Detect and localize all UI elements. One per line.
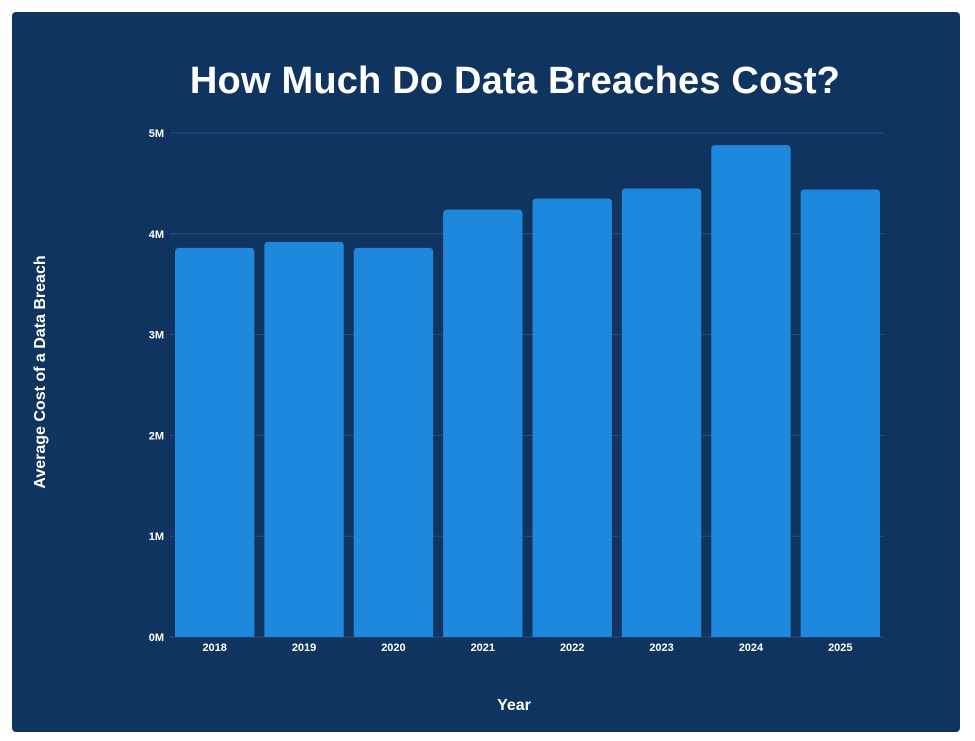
bar-2020 <box>353 247 434 638</box>
x-tick-label: 2019 <box>292 642 316 654</box>
bars <box>175 145 880 638</box>
x-tick-label: 2023 <box>649 642 673 654</box>
x-tick-label: 2020 <box>381 642 405 654</box>
bar-2022 <box>532 198 612 637</box>
bar-2025 <box>800 189 880 637</box>
y-tick-label: 0M <box>149 632 164 644</box>
bar-2018 <box>175 247 255 638</box>
y-tick-label: 2M <box>149 430 164 442</box>
x-tick-label: 2025 <box>828 642 852 654</box>
y-tick-labels: 0M 1M 2M 3M 4M 5M <box>149 128 164 644</box>
x-tick-label: 2021 <box>471 642 495 654</box>
bar-2021 <box>443 209 523 637</box>
y-tick-label: 5M <box>149 128 164 140</box>
x-tick-label: 2022 <box>560 642 584 654</box>
x-tick-label: 2018 <box>202 642 226 654</box>
chart-title: How Much Do Data Breaches Cost? <box>189 60 841 102</box>
bar-2019 <box>264 241 344 637</box>
x-axis-label: Year <box>497 697 531 714</box>
bar-2023 <box>621 188 702 637</box>
x-tick-labels: 2018 2019 2020 2021 2022 2023 2024 2025 <box>202 642 852 654</box>
bar-2024 <box>711 145 791 637</box>
y-tick-label: 1M <box>149 531 164 543</box>
y-tick-label: 4M <box>149 229 164 241</box>
x-tick-label: 2024 <box>739 642 764 654</box>
y-tick-label: 3M <box>149 330 164 342</box>
